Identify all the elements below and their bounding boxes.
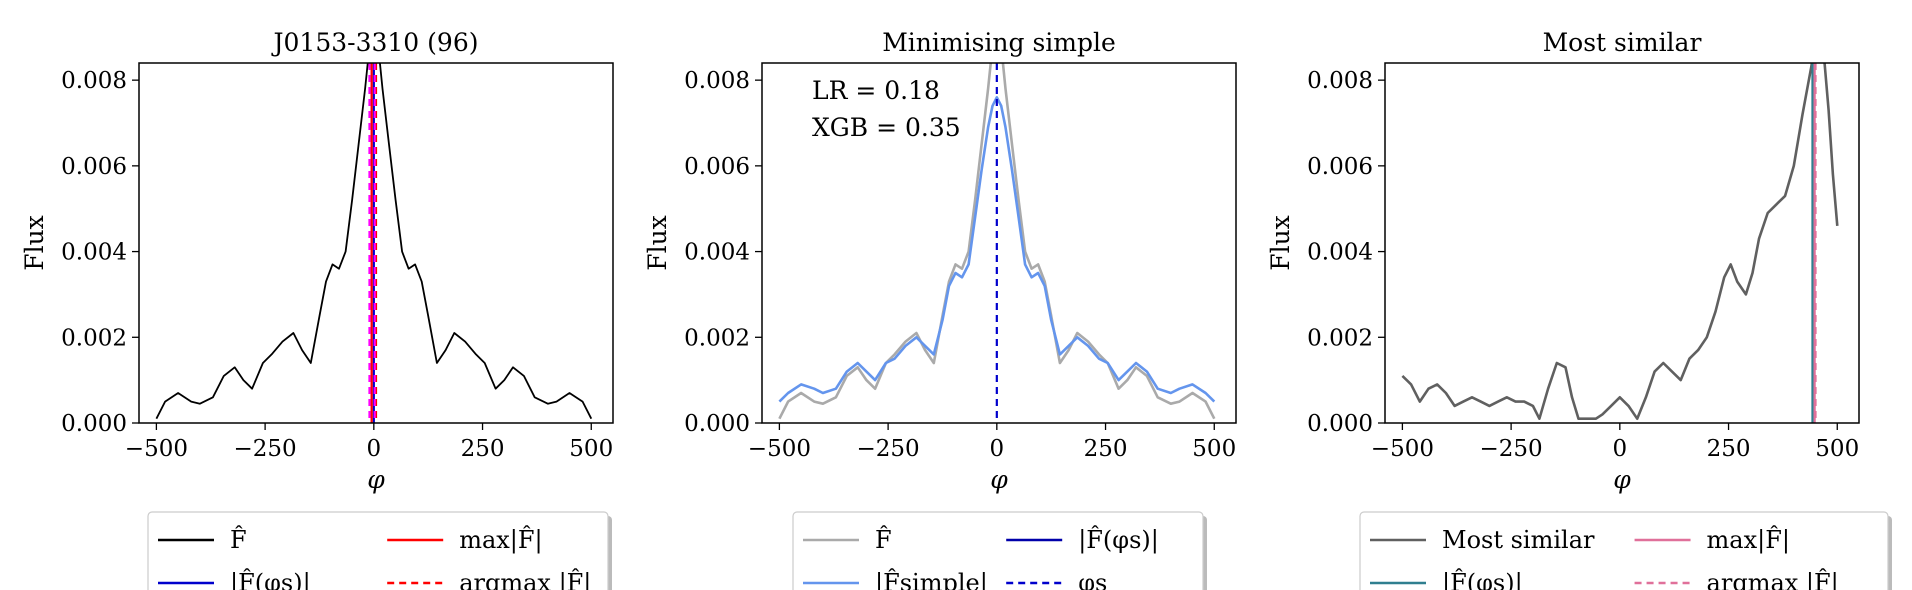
legend-entry-label: |F̂(φs)| <box>1078 526 1159 555</box>
axes-frame <box>1384 62 1860 424</box>
y-tick-label: 0.004 <box>61 240 127 266</box>
x-tick-label: 250 <box>1707 436 1751 462</box>
legend: Most similar max|F̂| |F̂(φs)| argmax |F̂| <box>1359 511 1892 590</box>
legend-entry-label: |F̂(φs)| <box>230 569 311 590</box>
x-tick-label: 500 <box>569 436 613 462</box>
x-tick-label: 0 <box>990 436 1005 462</box>
legend-entry-label: argmax |F̂| <box>1707 569 1839 590</box>
series-line-2 <box>778 96 1216 403</box>
y-tick-label: 0.002 <box>61 325 127 351</box>
x-tick-label: 500 <box>1815 436 1859 462</box>
chart-panel-2: Minimising simple −500 −250 0 250 500 0.000 0.0… <box>643 28 1237 590</box>
x-tick-label: 250 <box>461 436 505 462</box>
y-tick-label: 0.008 <box>684 68 750 94</box>
y-tick-label: 0.006 <box>684 154 750 180</box>
legend-box <box>1359 511 1889 590</box>
y-tick-label: 0.002 <box>684 325 750 351</box>
y-tick-label: 0.000 <box>684 411 750 437</box>
legend-entry-label: F̂ <box>230 526 247 554</box>
legend-entry-label: |F̂simple| <box>875 569 988 590</box>
x-axis-label: φ <box>367 465 385 494</box>
legend: F̂ max|F̂| |F̂(φs)| argmax |F̂| <box>147 511 612 590</box>
y-axis-label: Flux <box>1266 215 1295 271</box>
y-tick-label: 0.000 <box>1307 411 1373 437</box>
chart-title: Most similar <box>1543 28 1702 57</box>
legend-entry-label: argmax |F̂| <box>459 569 591 590</box>
y-tick-label: 0.004 <box>684 240 750 266</box>
x-tick-label: −500 <box>125 436 188 462</box>
legend-entry-label: max|F̂| <box>459 526 542 555</box>
y-tick-label: 0.000 <box>61 411 127 437</box>
annotation: LR = 0.18 <box>812 76 940 105</box>
series-line-1 <box>1401 63 1839 420</box>
chart-panel-3: Most similar −500 −250 0 250 500 0.000 0.002 0.0… <box>1266 28 1892 590</box>
y-tick-label: 0.002 <box>1307 325 1373 351</box>
axes-frame <box>761 62 1237 424</box>
y-tick-label: 0.006 <box>1307 154 1373 180</box>
series-line-1 <box>778 63 1216 420</box>
y-axis-label: Flux <box>20 215 49 271</box>
legend-box <box>792 511 1204 590</box>
x-tick-label: 500 <box>1192 436 1236 462</box>
legend-entry-label: F̂ <box>875 526 892 554</box>
legend-entry-label: φs <box>1078 569 1107 590</box>
x-tick-label: −250 <box>857 436 920 462</box>
x-tick-label: −250 <box>234 436 297 462</box>
y-tick-label: 0.004 <box>1307 240 1373 266</box>
x-axis-label: φ <box>990 465 1008 494</box>
x-axis-label: φ <box>1613 465 1631 494</box>
y-tick-label: 0.008 <box>1307 68 1373 94</box>
chart-panel-1: J0153-3310 (96) −500 −250 0 250 500 0.000 0.002… <box>20 28 614 590</box>
legend-box <box>147 511 609 590</box>
chart-title: Minimising simple <box>882 28 1116 57</box>
x-tick-label: −500 <box>1371 436 1434 462</box>
plot-area <box>1401 63 1839 423</box>
legend-entry-label: |F̂(φs)| <box>1442 569 1523 590</box>
x-tick-label: 250 <box>1084 436 1128 462</box>
plot-area <box>155 63 593 423</box>
series-line-1 <box>155 63 593 420</box>
x-tick-label: 0 <box>1613 436 1628 462</box>
legend-entry-label: max|F̂| <box>1707 526 1790 555</box>
legend: F̂ |F̂(φs)| |F̂simple| φs <box>792 511 1207 590</box>
chart-title: J0153-3310 (96) <box>271 28 479 57</box>
axes-frame <box>138 62 614 424</box>
x-tick-label: −250 <box>1480 436 1543 462</box>
annotation: XGB = 0.35 <box>812 113 961 142</box>
legend-entry-label: Most similar <box>1442 526 1595 554</box>
y-axis-label: Flux <box>643 215 672 271</box>
x-tick-label: −500 <box>748 436 811 462</box>
y-tick-label: 0.006 <box>61 154 127 180</box>
y-tick-label: 0.008 <box>61 68 127 94</box>
x-tick-label: 0 <box>367 436 382 462</box>
plot-area <box>778 63 1216 423</box>
